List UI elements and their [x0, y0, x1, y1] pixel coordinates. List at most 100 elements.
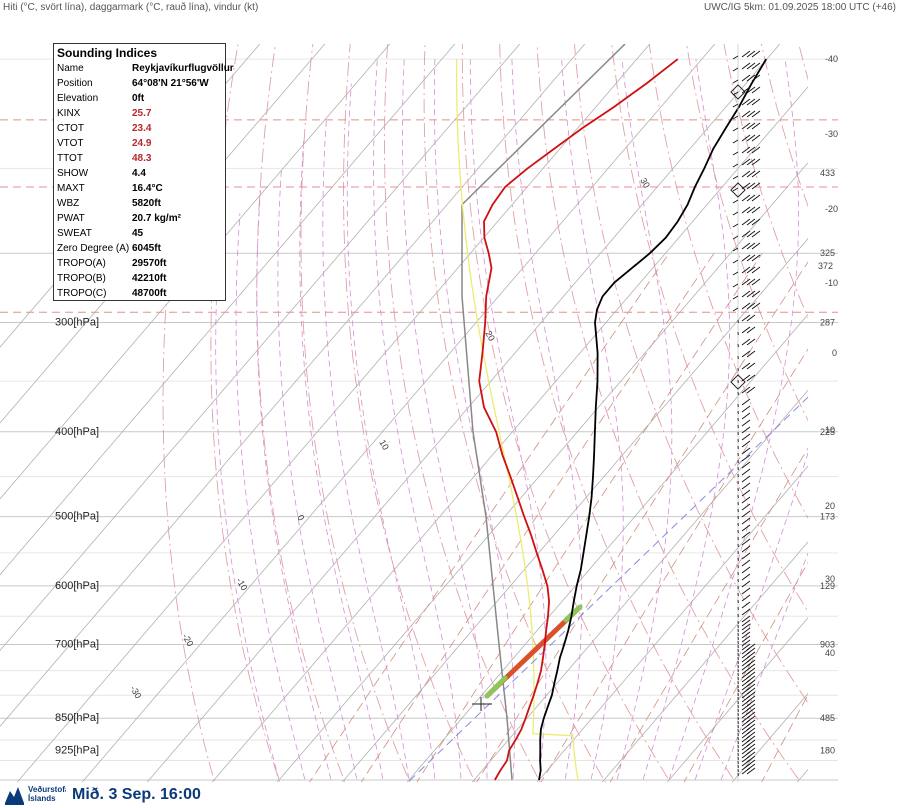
wind-barb-feather	[746, 98, 756, 106]
wind-barb-feather	[741, 755, 751, 763]
wind-barb-feather	[741, 74, 751, 82]
mixing-ratio-line	[683, 561, 808, 782]
wind-barb	[732, 122, 761, 132]
moist-adiabats	[215, 59, 808, 782]
moist-adiabat	[693, 451, 808, 782]
wind-barb	[732, 290, 761, 300]
index-row: TROPO(C) 48700ft	[57, 288, 225, 303]
wind-barb	[737, 639, 751, 649]
wind-barb-feather	[746, 362, 756, 370]
index-value: 6045ft	[132, 243, 161, 254]
dry-adiabat	[870, 33, 900, 782]
wind-barb	[737, 623, 751, 633]
wind-barb	[737, 433, 751, 443]
wind-barb	[737, 517, 751, 527]
wind-barb-feather	[751, 122, 761, 130]
wind-barb-feather	[751, 218, 761, 226]
wind-barb	[737, 608, 751, 618]
wind-barb	[732, 62, 761, 72]
wind-barb	[737, 314, 756, 324]
wind-barb-feather	[741, 433, 751, 441]
wind-barb-feather	[741, 122, 751, 130]
index-label: KINX	[57, 108, 81, 119]
dry-adiabat-label: 30	[638, 176, 652, 190]
wind-barb	[732, 278, 761, 288]
wind-barb-feather	[741, 362, 751, 370]
wind-barb-feather	[746, 242, 756, 250]
wind-barb-feather	[741, 635, 751, 643]
wind-barb-feather	[741, 86, 751, 94]
wind-barb-feather	[741, 350, 751, 358]
wind-barb-feather	[741, 719, 751, 727]
dry-adiabat	[256, 44, 346, 782]
index-label: Name	[57, 63, 84, 74]
index-value: 64°08'N 21°56'W	[132, 78, 209, 89]
wind-barb-feather	[741, 559, 751, 567]
wind-barb	[737, 412, 751, 422]
wind-barb-feather	[741, 651, 751, 659]
wind-barb	[737, 566, 751, 576]
wind-barb-feather	[741, 743, 751, 751]
wind-barb-feather	[741, 739, 751, 747]
height-label: 287	[820, 317, 835, 327]
wind-barb-feather	[751, 86, 761, 94]
wind-barb	[737, 426, 751, 436]
wind-barb	[732, 206, 761, 216]
moist-adiabat	[235, 213, 306, 782]
mixing-ratio-lines	[309, 252, 808, 782]
isotherm-label-right: 10	[825, 425, 835, 435]
wind-barbs	[730, 44, 761, 782]
index-label: TROPO(C)	[57, 288, 107, 299]
moist-adiabat	[469, 59, 547, 782]
dry-adiabat	[760, 44, 808, 208]
index-label: VTOT	[57, 138, 84, 149]
index-row: TROPO(A) 29570ft	[57, 258, 225, 273]
height-label: 325	[820, 248, 835, 258]
isotherm	[276, 162, 808, 782]
moist-adiabat	[373, 59, 462, 782]
moist-parcel-path	[455, 59, 579, 781]
wind-barb-feather	[746, 290, 756, 298]
moist-adiabat	[719, 552, 808, 782]
wind-barb	[737, 767, 756, 777]
wind-barb	[737, 468, 751, 478]
wind-barb-feather	[741, 62, 751, 70]
isotherm-label-right: 0	[832, 348, 837, 358]
wind-barb	[737, 559, 751, 569]
dry-adiabat	[343, 44, 476, 782]
pressure-label: 600[hPa]	[55, 580, 99, 592]
height-label: 903	[820, 639, 835, 649]
wind-barb	[737, 573, 751, 583]
wind-barb	[737, 545, 751, 555]
panel-title: Sounding Indices	[57, 46, 158, 60]
height-label: 180	[820, 745, 835, 755]
index-value: 45	[132, 228, 144, 239]
moist-adiabat	[215, 237, 280, 782]
wind-barb	[737, 635, 751, 645]
wind-barb	[737, 489, 751, 499]
wind-barb-staff	[732, 283, 739, 288]
wind-barb	[737, 326, 756, 336]
wind-barb-staff	[732, 235, 739, 240]
wind-barb-feather	[746, 170, 756, 178]
wind-barb-feather	[746, 74, 756, 82]
dashed-reference-levels	[0, 119, 838, 313]
index-label: SWEAT	[57, 228, 92, 239]
wind-barb-staff	[732, 127, 739, 132]
wind-barb	[737, 538, 751, 548]
index-value: 48.3	[132, 153, 152, 164]
wind-barb-feather	[741, 254, 751, 262]
isotherm	[406, 313, 808, 782]
wind-barb-feather	[741, 398, 751, 406]
wind-barb-feather	[751, 182, 761, 190]
isotherm-label-right: 20	[825, 501, 835, 511]
wind-barb	[732, 302, 761, 312]
parcel-path	[407, 44, 808, 782]
wind-barb-feather	[741, 675, 751, 683]
wind-barb-feather	[741, 454, 751, 462]
wind-barb-feather	[751, 266, 761, 274]
wind-barb-feather	[741, 639, 751, 647]
dry-adiabat-label: 0	[295, 513, 306, 522]
height-label: 173	[820, 512, 835, 522]
index-label: MAXT	[57, 183, 85, 194]
